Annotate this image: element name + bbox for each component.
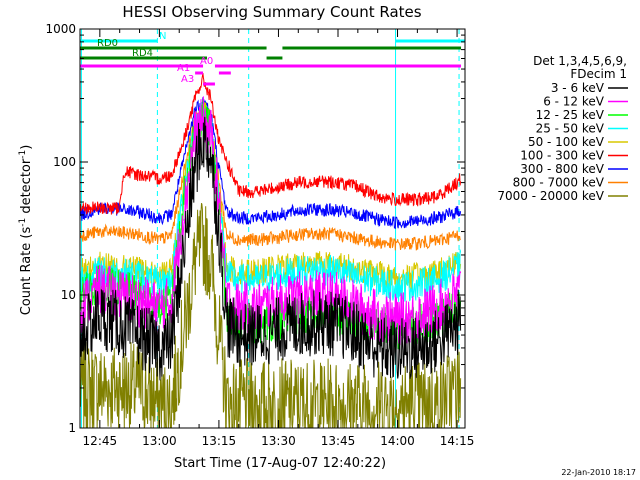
series-line-25-50keV — [80, 101, 462, 302]
x-tick-label: 12:45 — [83, 434, 118, 448]
x-tick-label: 13:15 — [202, 434, 237, 448]
series-line-3-6keV — [80, 116, 462, 381]
y-tick-label: 1000 — [45, 22, 76, 36]
legend-entry-label: 7000 - 20000 keV — [497, 189, 604, 203]
plot-frame — [79, 28, 466, 429]
y-axis-label: Count Rate (s-1 detector-1) — [18, 145, 34, 316]
y-axis-label-part1: Count Rate (s — [19, 227, 34, 316]
x-tick-label: 13:30 — [261, 434, 296, 448]
legend-entry-label: 25 - 50 keV — [536, 122, 605, 136]
x-axis-label: Start Time (17-Aug-07 12:40:22) — [174, 456, 386, 471]
series-line-7000-20000keV — [80, 203, 462, 428]
y-axis-label-sup1: -1 — [18, 218, 28, 227]
y-axis-label-sup2: -1 — [18, 150, 28, 159]
series-line-800-7000keV — [80, 101, 461, 251]
series-line-300-800keV — [80, 97, 462, 229]
legend-entry-label: 6 - 12 keV — [543, 95, 605, 109]
y-tick-label: 10 — [61, 288, 76, 302]
legend-header-2: FDecim 1 — [570, 67, 627, 81]
legend-entry-label: 100 - 300 keV — [520, 149, 604, 163]
legend-entry-label: 12 - 25 keV — [536, 108, 605, 122]
flag-label-rd4: RD4 — [132, 48, 153, 59]
legend-entry-label: 300 - 800 keV — [520, 162, 604, 176]
x-tick-label: 13:00 — [142, 434, 177, 448]
flag-label-a1: A1 — [177, 63, 190, 74]
legend-entry-label: 3 - 6 keV — [551, 81, 605, 95]
x-tick-label: 14:00 — [380, 434, 415, 448]
y-tick-label: 1 — [68, 421, 76, 435]
flag-label-n: N — [159, 31, 166, 42]
legend-header-1: Det 1,3,4,5,6,9, — [533, 54, 627, 68]
flag-label-rd0: RD0 — [97, 38, 118, 49]
y-tick-label: 100 — [53, 155, 76, 169]
flag-label-a3: A3 — [181, 74, 194, 85]
x-tick-label: 13:45 — [321, 434, 356, 448]
y-axis-label-part2: detector — [19, 158, 34, 218]
legend-entry-label: 800 - 7000 keV — [513, 176, 605, 190]
flag-label-a0: A0 — [200, 56, 213, 67]
date-stamp: 22-Jan-2010 18:17 — [561, 468, 636, 477]
plot-clip-group — [80, 29, 465, 428]
y-axis-label-part3: ) — [19, 145, 34, 150]
x-tick-label: 14:15 — [440, 434, 475, 448]
axes: 12:45 13:00 13:15 13:30 13:45 14:00 14:15 1 10 10… — [45, 22, 474, 448]
series-line-100-300keV — [80, 73, 462, 215]
chart-title: HESSI Observing Summary Count Rates — [122, 3, 421, 21]
legend-entry-label: 50 - 100 keV — [528, 135, 605, 149]
